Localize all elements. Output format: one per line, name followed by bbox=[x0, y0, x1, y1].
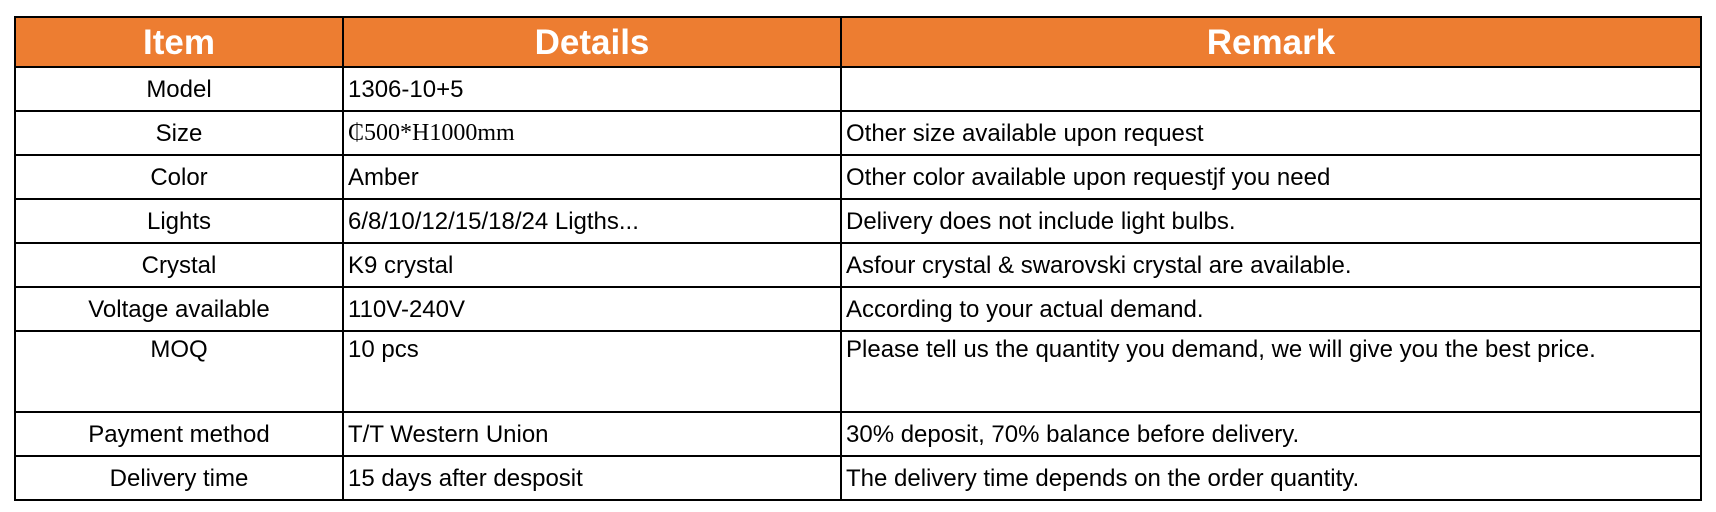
details-cell: 10 pcs bbox=[342, 330, 842, 413]
details-cell: 110V-240V bbox=[342, 286, 842, 332]
remark-cell: Please tell us the quantity you demand, … bbox=[840, 330, 1702, 413]
table-row: MOQ 10 pcs Please tell us the quantity y… bbox=[14, 330, 1702, 413]
table-row: Model 1306-10+5 bbox=[14, 66, 1702, 112]
item-cell: Delivery time bbox=[14, 455, 344, 501]
table-row: Payment method T/T Western Union 30% dep… bbox=[14, 411, 1702, 457]
table-row: Size ₵500*H1000mm Other size available u… bbox=[14, 110, 1702, 156]
item-cell: Payment method bbox=[14, 411, 344, 457]
header-details: Details bbox=[342, 16, 842, 68]
table-row: Delivery time 15 days after desposit The… bbox=[14, 455, 1702, 501]
remark-cell: Delivery does not include light bulbs. bbox=[840, 198, 1702, 244]
remark-cell: The delivery time depends on the order q… bbox=[840, 455, 1702, 501]
item-cell: Crystal bbox=[14, 242, 344, 288]
remark-cell: Other color available upon requestjf you… bbox=[840, 154, 1702, 200]
details-cell: 15 days after desposit bbox=[342, 455, 842, 501]
item-cell: Voltage available bbox=[14, 286, 344, 332]
header-remark: Remark bbox=[840, 16, 1702, 68]
header-row: Item Details Remark bbox=[14, 16, 1702, 68]
item-cell: MOQ bbox=[14, 330, 344, 413]
table-row: Voltage available 110V-240V According to… bbox=[14, 286, 1702, 332]
table-row: Crystal K9 crystal Asfour crystal & swar… bbox=[14, 242, 1702, 288]
details-cell: Amber bbox=[342, 154, 842, 200]
details-cell: 1306-10+5 bbox=[342, 66, 842, 112]
remark-cell: According to your actual demand. bbox=[840, 286, 1702, 332]
remark-cell: Asfour crystal & swarovski crystal are a… bbox=[840, 242, 1702, 288]
remark-cell: Other size available upon request bbox=[840, 110, 1702, 156]
item-cell: Color bbox=[14, 154, 344, 200]
item-cell: Lights bbox=[14, 198, 344, 244]
product-spec-table: Item Details Remark Model 1306-10+5 Size… bbox=[14, 16, 1702, 501]
table-row: Color Amber Other color available upon r… bbox=[14, 154, 1702, 200]
details-cell: K9 crystal bbox=[342, 242, 842, 288]
item-cell: Size bbox=[14, 110, 344, 156]
item-cell: Model bbox=[14, 66, 344, 112]
remark-cell: 30% deposit, 70% balance before delivery… bbox=[840, 411, 1702, 457]
header-item: Item bbox=[14, 16, 344, 68]
table-row: Lights 6/8/10/12/15/18/24 Ligths... Deli… bbox=[14, 198, 1702, 244]
remark-cell bbox=[840, 66, 1702, 112]
details-cell: ₵500*H1000mm bbox=[342, 110, 842, 156]
details-cell: 6/8/10/12/15/18/24 Ligths... bbox=[342, 198, 842, 244]
details-cell: T/T Western Union bbox=[342, 411, 842, 457]
